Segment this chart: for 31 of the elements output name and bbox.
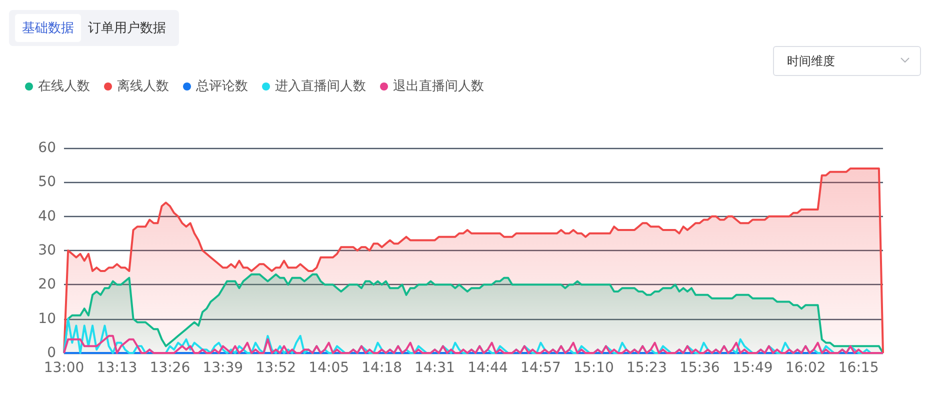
text: 基础数据 <box>15 14 81 42</box>
y-tick-label: 30 <box>38 242 56 258</box>
y-tick-label: 0 <box>47 345 56 361</box>
x-tick-label: 13:13 <box>96 360 138 376</box>
x-tick-label: 15:49 <box>732 360 773 376</box>
x-tick-label: 13:26 <box>150 360 190 376</box>
x-tick-label: 13:00 <box>44 360 84 376</box>
legend-label: 总评论数 <box>195 79 248 94</box>
x-tick-label: 15:36 <box>679 360 720 376</box>
legend-label: 在线人数 <box>38 79 90 94</box>
text: 时间维度 <box>787 52 835 70</box>
x-tick-label: 14:05 <box>308 360 350 376</box>
y-tick-label: 60 <box>38 140 56 156</box>
x-tick-label: 14:18 <box>362 360 402 376</box>
legend-label: 进入直播间人数 <box>275 79 366 94</box>
x-tick-label: 15:23 <box>626 360 667 376</box>
x-tick-label: 13:39 <box>202 360 244 376</box>
x-tick-label: 16:02 <box>785 360 826 376</box>
legend-label: 退出直播间人数 <box>393 79 484 94</box>
x-tick-label: 15:10 <box>574 360 614 376</box>
x-tick-label: 14:31 <box>414 360 455 376</box>
x-tick-label: 13:52 <box>256 360 296 376</box>
y-tick-label: 50 <box>38 174 56 190</box>
legend-label: 离线人数 <box>117 78 169 94</box>
y-tick-label: 20 <box>38 276 56 293</box>
x-tick-label: 14:44 <box>468 360 508 376</box>
y-tick-label: 10 <box>38 310 56 327</box>
y-tick-label: 40 <box>38 208 56 224</box>
x-tick-label: 16:15 <box>838 360 879 376</box>
text: 订单用户数据 <box>87 20 167 38</box>
x-tick-label: 14:57 <box>520 360 561 376</box>
